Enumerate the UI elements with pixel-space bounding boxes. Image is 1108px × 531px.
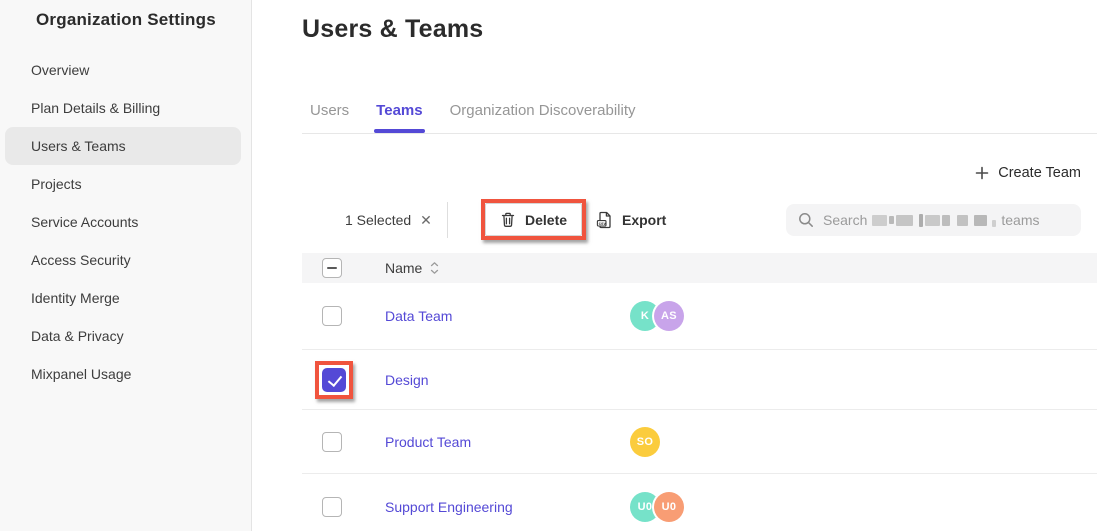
annotation-box-checkbox [315,360,353,399]
sidebar-item-service-accounts[interactable]: Service Accounts [31,214,139,230]
redacted-text-blocks [872,213,997,227]
table-row-product-team: Product Team SO [302,410,1097,474]
create-team-button[interactable]: Create Team [975,162,1081,184]
team-name-link[interactable]: Product Team [385,433,472,450]
page-title: Users & Teams [302,15,484,43]
sidebar-item-mixpanel-usage[interactable]: Mixpanel Usage [31,366,132,382]
member-avatar: SO [630,426,660,457]
tab-users[interactable]: Users [310,102,350,119]
row-checkbox[interactable] [322,367,346,392]
sort-arrows-icon[interactable] [430,261,439,275]
name-column-header: Name [385,260,423,276]
row-checkbox[interactable] [322,431,342,452]
team-name-link[interactable]: Design [385,371,429,388]
trash-icon [500,211,516,228]
select-all-checkbox[interactable] [322,258,342,278]
team-members-avatars: U0 U0 [630,491,684,522]
tab-teams[interactable]: Teams [374,88,426,133]
table-row-support-engineering: Support Engineering U0 U0 [302,474,1097,531]
table-row-data-team: Data Team K AS [302,283,1097,350]
tab-bar: Users Teams Organization Discoverability [302,88,1097,134]
row-checkbox[interactable] [322,496,342,517]
sidebar-item-overview[interactable]: Overview [31,62,90,78]
plus-icon [975,166,989,180]
sidebar-item-access-security[interactable]: Access Security [31,252,131,268]
member-avatar: U0 [654,491,684,522]
delete-label: Delete [525,211,568,228]
annotation-box-delete: Delete [481,199,587,240]
clear-selection-icon[interactable]: ✕ [420,212,432,228]
toolbar-divider [447,202,448,238]
sidebar-item-projects[interactable]: Projects [31,176,82,192]
svg-text:csv: csv [599,221,607,226]
sidebar-item-identity-merge[interactable]: Identity Merge [31,290,120,306]
search-icon [798,212,814,228]
team-members-avatars: SO [630,426,660,457]
table-header-row: Name [302,253,1097,283]
teams-table: Name Data Team K AS Design [302,253,1097,531]
sidebar-item-data-privacy[interactable]: Data & Privacy [31,328,124,344]
team-members-avatars: K AS [630,301,684,331]
search-placeholder: Search teams [823,212,1040,228]
tab-organization-discoverability[interactable]: Organization Discoverability [449,102,636,119]
sidebar: Organization Settings Overview Plan Deta… [0,0,252,531]
row-checkbox[interactable] [322,306,342,326]
export-label: Export [622,212,667,228]
export-button[interactable]: csv Export [596,203,666,237]
sidebar-item-plan-details-billing[interactable]: Plan Details & Billing [31,100,161,116]
team-name-link[interactable]: Support Engineering [385,498,513,515]
selected-count-label: 1 Selected [345,212,412,228]
sidebar-nav: Overview Plan Details & Billing Users & … [5,51,241,393]
delete-button[interactable]: Delete [485,203,583,236]
search-input[interactable]: Search teams [786,204,1081,236]
table-row-design: Design [302,350,1097,410]
sidebar-title: Organization Settings [36,10,216,29]
team-name-link[interactable]: Data Team [385,308,453,324]
sidebar-item-users-teams[interactable]: Users & Teams [5,127,241,165]
member-avatar: AS [654,301,684,331]
selection-chip: 1 Selected ✕ [345,211,432,229]
csv-file-icon: csv [596,211,613,229]
create-team-label: Create Team [998,165,1081,181]
